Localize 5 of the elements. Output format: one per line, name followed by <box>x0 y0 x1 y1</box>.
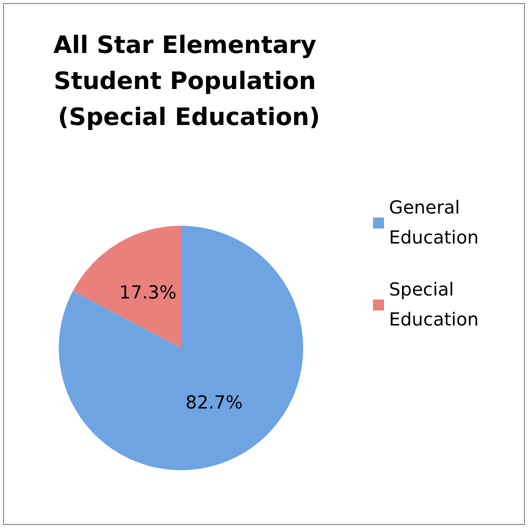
data-label: 82.7% <box>186 392 243 414</box>
legend-label: Special Education <box>389 280 479 330</box>
legend-label: General Education <box>389 198 479 248</box>
data-label: 17.3% <box>119 282 176 304</box>
chart-title: All Star Elementary Student Population (Special Education) <box>53 31 325 131</box>
